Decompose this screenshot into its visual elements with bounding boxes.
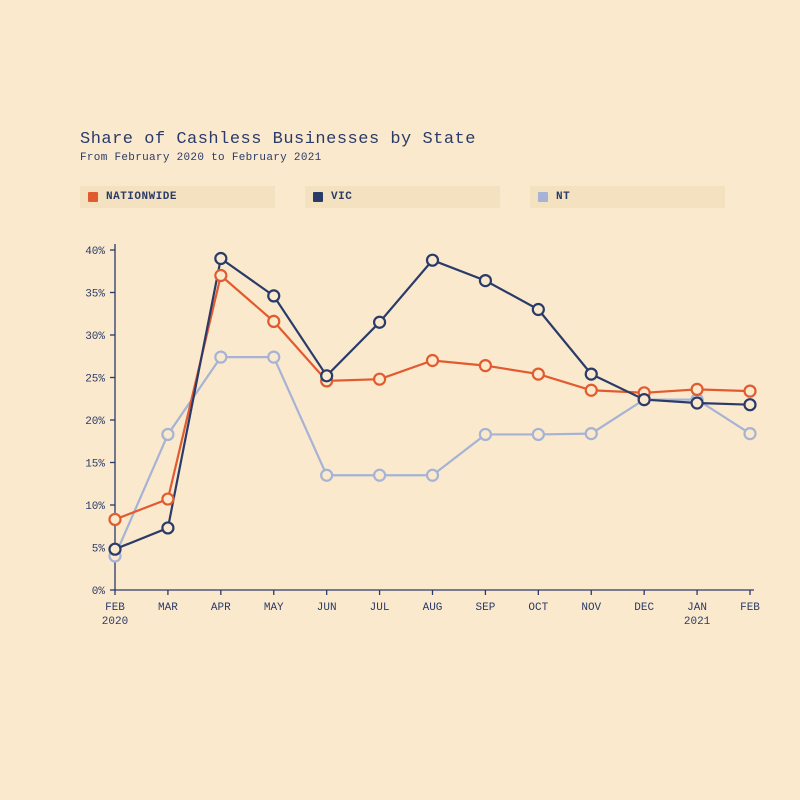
- svg-text:MAY: MAY: [264, 602, 284, 614]
- svg-text:0%: 0%: [92, 586, 106, 598]
- legend-label-nationwide: NATIONWIDE: [106, 191, 177, 203]
- svg-text:15%: 15%: [85, 459, 105, 471]
- legend-label-nt: NT: [556, 191, 570, 203]
- chart-subtitle: From February 2020 to February 2021: [80, 152, 322, 164]
- svg-text:25%: 25%: [85, 374, 105, 386]
- svg-text:OCT: OCT: [528, 602, 548, 614]
- chart-title: Share of Cashless Businesses by State: [80, 130, 476, 149]
- legend-swatch-nationwide: [88, 192, 98, 202]
- legend-item-vic: VIC: [305, 186, 500, 208]
- svg-text:SEP: SEP: [476, 602, 496, 614]
- svg-text:5%: 5%: [92, 544, 106, 556]
- legend-swatch-vic: [313, 192, 323, 202]
- legend-item-nationwide: NATIONWIDE: [80, 186, 275, 208]
- svg-text:DEC: DEC: [634, 602, 654, 614]
- svg-text:35%: 35%: [85, 289, 105, 301]
- svg-text:MAR: MAR: [158, 602, 178, 614]
- svg-text:JUL: JUL: [370, 602, 390, 614]
- legend-item-nt: NT: [530, 186, 725, 208]
- legend-swatch-nt: [538, 192, 548, 202]
- legend: NATIONWIDE VIC NT: [80, 186, 725, 208]
- svg-text:20%: 20%: [85, 416, 105, 428]
- line-chart: 0% 5% 10% 15% 20% 25% 30% 35% 40% FEB 2020 MAR APR MA…: [60, 230, 760, 660]
- svg-text:2021: 2021: [684, 616, 711, 628]
- svg-text:30%: 30%: [85, 331, 105, 343]
- svg-text:FEB: FEB: [105, 602, 125, 614]
- svg-text:AUG: AUG: [423, 602, 443, 614]
- svg-text:APR: APR: [211, 602, 231, 614]
- svg-text:2020: 2020: [102, 616, 128, 628]
- svg-text:JAN: JAN: [687, 602, 707, 614]
- svg-text:FEB: FEB: [740, 602, 760, 614]
- svg-text:40%: 40%: [85, 246, 105, 258]
- svg-text:NOV: NOV: [581, 602, 601, 614]
- svg-text:10%: 10%: [85, 501, 105, 513]
- legend-label-vic: VIC: [331, 191, 352, 203]
- svg-text:JUN: JUN: [317, 602, 337, 614]
